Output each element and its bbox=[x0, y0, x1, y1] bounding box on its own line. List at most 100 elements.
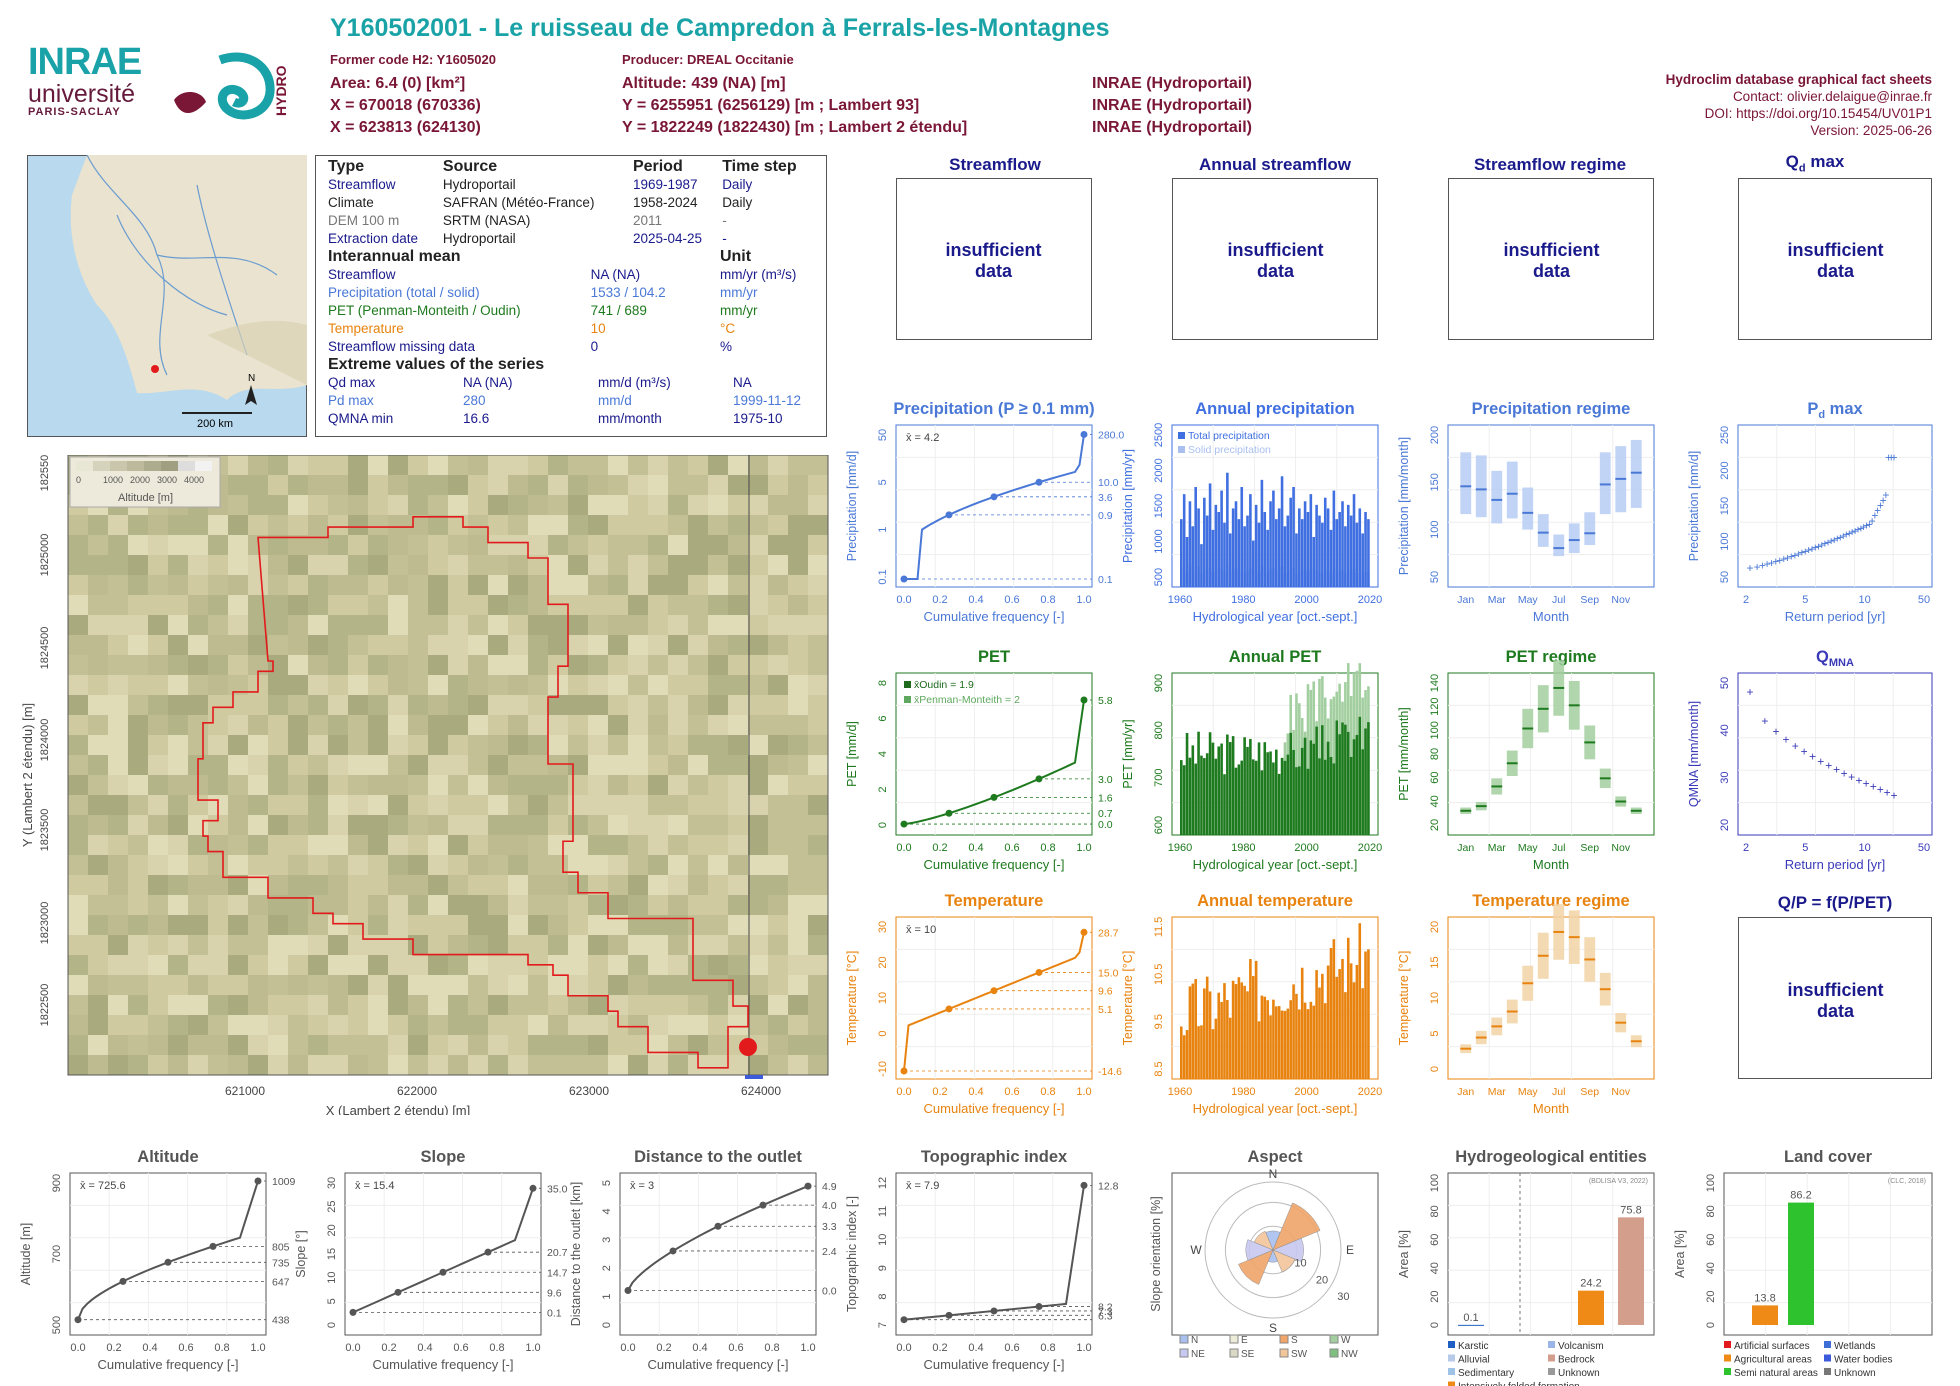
bar bbox=[1275, 749, 1278, 835]
terrain-cell bbox=[448, 1035, 469, 1056]
terrain-cell bbox=[308, 1035, 329, 1056]
terrain-cell bbox=[348, 775, 369, 796]
terrain-cell bbox=[248, 475, 269, 496]
terrain-cell bbox=[628, 495, 649, 516]
legend-label: SE bbox=[1241, 1349, 1255, 1360]
terrain-cell bbox=[328, 455, 349, 476]
terrain-cell bbox=[368, 595, 389, 616]
table-row: Streamflow Hydroportail 1969-1987 Daily bbox=[326, 176, 816, 194]
month-tick: Nov bbox=[1611, 1086, 1630, 1098]
legend-label: Total precipitation bbox=[1188, 430, 1270, 442]
legend-swatch bbox=[1178, 446, 1185, 453]
bar bbox=[1306, 512, 1310, 587]
terrain-cell bbox=[88, 515, 109, 536]
terrain-cell bbox=[468, 815, 489, 836]
terrain-cell bbox=[628, 955, 649, 976]
terrain-cell bbox=[448, 755, 469, 776]
terrain-cell bbox=[548, 475, 569, 496]
bar bbox=[1217, 512, 1221, 587]
terrain-cell bbox=[248, 835, 269, 856]
terrain-cell bbox=[148, 755, 169, 776]
terrain-cell bbox=[508, 1035, 529, 1056]
legend-label: N bbox=[1191, 1335, 1198, 1346]
terrain-cell bbox=[228, 1055, 249, 1076]
y-tick: 8 bbox=[877, 1294, 889, 1300]
quantile-label: 647 bbox=[272, 1276, 290, 1288]
terrain-cell bbox=[468, 495, 489, 516]
terrain-cell bbox=[288, 455, 309, 476]
bar bbox=[1191, 983, 1195, 1079]
terrain-cell bbox=[468, 915, 489, 936]
terrain-cell bbox=[428, 715, 449, 736]
month-tick: Jan bbox=[1457, 842, 1474, 854]
terrain-cell bbox=[168, 995, 189, 1016]
terrain-cell bbox=[108, 955, 129, 976]
terrain-cell bbox=[188, 575, 209, 596]
terrain-cell bbox=[608, 835, 629, 856]
legend-swatch bbox=[1824, 1354, 1831, 1362]
bar bbox=[1361, 988, 1364, 1079]
x-axis-label: Hydrological year [oct.-sept.] bbox=[1193, 857, 1358, 872]
terrain-cell bbox=[548, 715, 569, 736]
quantile-label: 5.8 bbox=[1098, 695, 1113, 707]
terrain-cell bbox=[508, 855, 529, 876]
terrain-cell bbox=[428, 815, 449, 836]
terrain-cell bbox=[488, 935, 509, 956]
terrain-cell bbox=[428, 695, 449, 716]
terrain-cell bbox=[268, 455, 289, 476]
terrain-cell bbox=[408, 895, 429, 916]
x-tick: 1980 bbox=[1231, 1086, 1255, 1098]
bar bbox=[1318, 987, 1321, 1079]
y-tick: 12 bbox=[877, 1177, 889, 1189]
contact[interactable]: Contact: olivier.delaigue@inrae.fr bbox=[1732, 89, 1932, 104]
y-axis-label: Precipitation [mm/month] bbox=[1397, 437, 1411, 575]
terrain-cell bbox=[328, 575, 349, 596]
terrain-cell bbox=[428, 535, 449, 556]
bar bbox=[1303, 737, 1307, 835]
terrain-cell bbox=[708, 755, 729, 776]
terrain-cell bbox=[248, 855, 269, 876]
terrain-cell bbox=[288, 735, 309, 756]
quantile-label: 9.6 bbox=[1098, 986, 1113, 998]
terrain-cell bbox=[588, 915, 609, 936]
legend-label: S bbox=[1291, 1335, 1298, 1346]
y-tick: 40 bbox=[1705, 1262, 1717, 1274]
y-tick: 20 bbox=[1429, 1290, 1441, 1302]
y-tick: 100 bbox=[1429, 721, 1441, 739]
y-tick: 100 bbox=[1429, 520, 1441, 538]
bar bbox=[1180, 1026, 1183, 1079]
extreme-unit: mm/d (m³/s) bbox=[598, 375, 671, 390]
data-point: + bbox=[1782, 732, 1789, 746]
version: Version: 2025-06-26 bbox=[1810, 123, 1932, 138]
terrain-cell bbox=[388, 995, 409, 1016]
terrain-cell bbox=[88, 535, 109, 556]
terrain-cell bbox=[388, 1055, 409, 1076]
y-tick: 4 bbox=[601, 1208, 613, 1214]
streamflow-title: Streamflow bbox=[949, 155, 1041, 174]
terrain-cell bbox=[128, 875, 149, 896]
data-point: + bbox=[1792, 739, 1799, 753]
bar bbox=[1344, 992, 1347, 1079]
data-point: + bbox=[1817, 754, 1824, 768]
bar bbox=[1309, 1001, 1313, 1079]
x-tick: 0.0 bbox=[896, 1342, 911, 1354]
bar bbox=[1220, 743, 1223, 835]
bar bbox=[1240, 982, 1244, 1079]
bar bbox=[1231, 980, 1235, 1079]
chart-title: Temperature regime bbox=[1472, 892, 1629, 910]
x-axis-label: Cumulative frequency [-] bbox=[98, 1357, 239, 1372]
annual-streamflow-title: Annual streamflow bbox=[1198, 155, 1352, 174]
terrain-cell bbox=[208, 935, 229, 956]
terrain-cell bbox=[328, 475, 349, 496]
data-point: + bbox=[1848, 770, 1855, 784]
terrain-cell bbox=[668, 615, 689, 636]
y-tick: 10 bbox=[1429, 992, 1441, 1004]
bar bbox=[1341, 501, 1344, 587]
terrain-cell bbox=[468, 835, 489, 856]
terrain-cell bbox=[428, 935, 449, 956]
terrain-cell bbox=[68, 715, 89, 736]
doi[interactable]: DOI: https://doi.org/10.15454/UV01P1 bbox=[1704, 106, 1932, 121]
terrain-cell bbox=[348, 1015, 369, 1036]
terrain-cell bbox=[688, 495, 709, 516]
terrain-cell bbox=[568, 595, 589, 616]
